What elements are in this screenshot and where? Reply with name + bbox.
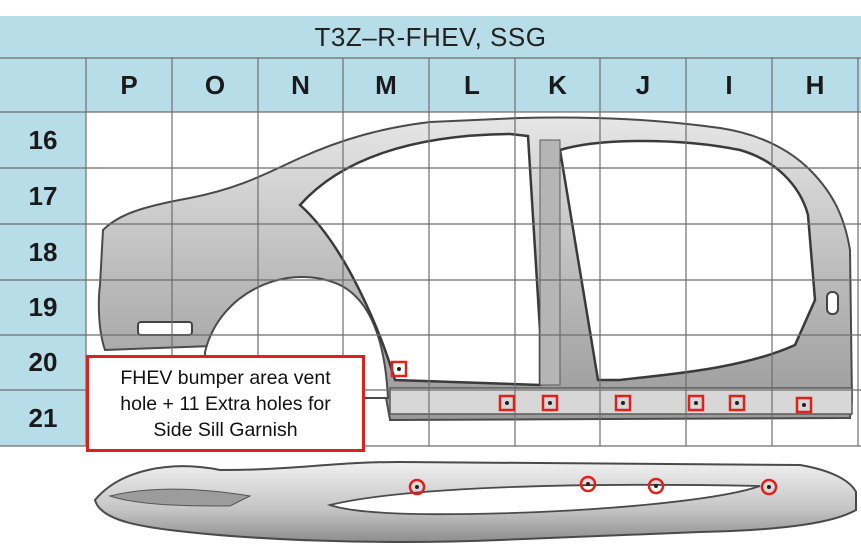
column-header-band [0, 58, 861, 112]
column-label-i: I [725, 69, 733, 100]
column-label-l: L [464, 69, 480, 100]
column-label-m: M [375, 69, 397, 100]
callout-line-3: Side Sill Garnish [153, 418, 298, 441]
hole-marker-square-icon [795, 396, 813, 414]
square-marker-dots [397, 367, 806, 407]
callout-line-1: FHEV bumper area vent [120, 366, 331, 389]
hole-marker-square-icon [614, 394, 632, 412]
hole-marker-square-icon [498, 394, 516, 412]
diagram-title: T3Z–R-FHEV, SSG [0, 14, 861, 60]
hole-marker-circle-icon [647, 477, 665, 495]
row-label-21: 21 [28, 402, 58, 433]
hole-marker-square-icon [541, 394, 559, 412]
column-label-j: J [635, 69, 651, 100]
hole-marker-square-icon [687, 394, 705, 412]
column-label-h: H [805, 69, 825, 100]
callout-line-2: hole + 11 Extra holes for [120, 392, 331, 415]
column-label-n: N [291, 69, 310, 100]
row-label-18: 18 [28, 236, 58, 267]
hole-marker-square-icon [728, 394, 746, 412]
row-label-17: 17 [28, 180, 58, 211]
square-markers [390, 360, 813, 414]
column-label-o: O [204, 69, 226, 100]
column-label-k: K [548, 69, 567, 100]
mirror-slot [826, 291, 839, 315]
hole-marker-circle-icon [760, 478, 778, 496]
row-label-19: 19 [28, 292, 58, 322]
callout-box: FHEV bumper area vent hole + 11 Extra ho… [86, 355, 365, 452]
row-label-20: 20 [28, 347, 58, 377]
hole-marker-square-icon [390, 360, 408, 378]
rear-window-opening [298, 132, 542, 387]
column-label-p: P [120, 69, 138, 100]
circle-markers [408, 475, 778, 496]
hole-marker-circle-icon [408, 478, 426, 496]
tail-lamp-slot [137, 321, 193, 336]
row-label-16: 16 [28, 124, 58, 155]
front-window-opening [558, 139, 817, 382]
hole-marker-circle-icon [579, 475, 597, 493]
